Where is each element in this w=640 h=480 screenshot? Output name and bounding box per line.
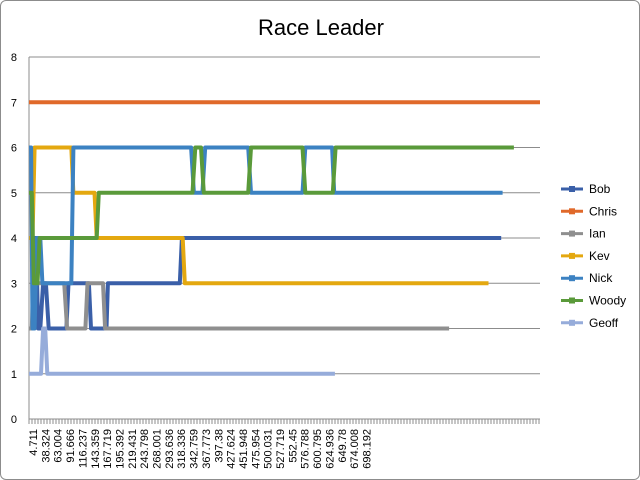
x-tick-label: 143.359 xyxy=(90,429,102,469)
x-tick-label: 4.711 xyxy=(28,429,40,456)
x-tick-label: 167.719 xyxy=(102,429,114,469)
legend-marker-woody xyxy=(569,297,575,304)
series-line-woody xyxy=(29,145,514,286)
x-tick-label: 38.324 xyxy=(40,429,52,463)
x-tick-label: 195.392 xyxy=(114,429,126,469)
x-tick-label: 116.237 xyxy=(77,429,89,468)
y-tick-label: 2 xyxy=(11,324,17,336)
x-tick-label: 475.954 xyxy=(250,429,262,469)
x-tick-label: 219.431 xyxy=(127,429,139,469)
chart-title: Race Leader xyxy=(258,15,384,40)
x-tick-label: 600.795 xyxy=(312,429,324,469)
x-tick-label: 427.624 xyxy=(226,429,238,469)
y-tick-label: 8 xyxy=(11,52,17,64)
x-tick-label: 624.936 xyxy=(324,429,336,469)
y-tick-label: 5 xyxy=(11,188,17,200)
legend: Bob Chris Ian Kev Nick Woody Geoff xyxy=(561,182,626,330)
legend-marker-bob xyxy=(569,186,575,192)
x-tick-label: 293.636 xyxy=(164,429,176,469)
legend-label-chris: Chris xyxy=(589,204,617,218)
x-tick-label: 367.773 xyxy=(201,429,213,469)
legend-label-kev: Kev xyxy=(589,249,610,263)
x-tick-label: 552.45 xyxy=(287,429,299,463)
x-tick-label: 698.192 xyxy=(361,429,373,469)
x-tick-label: 527.719 xyxy=(275,429,287,469)
legend-label-nick: Nick xyxy=(589,271,613,285)
x-tick-label: 649.78 xyxy=(337,429,349,463)
legend-marker-kev xyxy=(569,252,575,259)
x-tick-label: 318.336 xyxy=(176,429,188,469)
series-line-geoff xyxy=(29,326,335,376)
x-tick-label: 500.031 xyxy=(263,429,275,469)
y-tick-label: 4 xyxy=(11,233,17,245)
y-tick-label: 7 xyxy=(11,97,17,109)
legend-marker-chris xyxy=(569,208,575,215)
legend-label-bob: Bob xyxy=(589,182,611,196)
y-tick-label: 3 xyxy=(11,278,17,290)
x-tick-label: 342.759 xyxy=(189,429,201,469)
legend-marker-ian xyxy=(569,230,575,237)
x-tick-label: 397.38 xyxy=(213,429,225,463)
legend-marker-nick xyxy=(569,275,575,282)
x-tick-label: 451.948 xyxy=(238,429,250,469)
x-tick-label: 268.001 xyxy=(152,429,164,469)
y-tick-label: 1 xyxy=(11,369,17,381)
x-tick-label: 674.008 xyxy=(349,429,361,469)
legend-label-woody: Woody xyxy=(589,294,626,308)
series-lines xyxy=(29,100,540,376)
x-tick-label: 91.666 xyxy=(65,429,77,463)
x-tick-label: 243.798 xyxy=(139,429,151,469)
y-tick-label: 0 xyxy=(11,414,17,426)
legend-marker-geoff xyxy=(569,319,575,326)
legend-label-ian: Ian xyxy=(589,227,606,241)
y-tick-label: 6 xyxy=(11,143,17,155)
x-tick-label: 63.004 xyxy=(53,429,65,463)
x-tick-label: 576.788 xyxy=(300,429,312,469)
legend-label-geoff: Geoff xyxy=(589,316,619,330)
